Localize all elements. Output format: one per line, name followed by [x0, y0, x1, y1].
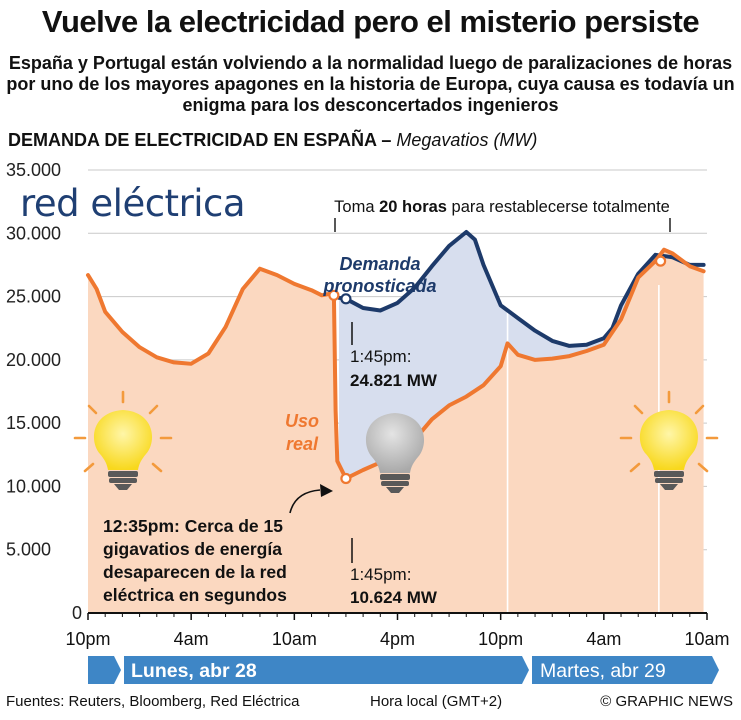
restored-marker [654, 255, 667, 267]
tuesday-label: Martes, abr 29 [540, 660, 666, 682]
drop-note: 12:35pm: Cerca de 15 gigavatios de energ… [103, 516, 292, 605]
credit-footer: © GRAPHIC NEWS [600, 693, 733, 710]
drop-note-line-2: gigavatios de energía [103, 539, 282, 559]
forecast-label-1: Demanda [339, 254, 420, 274]
x-tick-label: 10pm [478, 629, 523, 649]
y-tick-label: 30.000 [6, 223, 61, 243]
x-tick-label: 4am [586, 629, 621, 649]
upper-time-label: 1:45pm: [350, 347, 411, 366]
actual-145pm-marker [340, 472, 352, 485]
lower-time-label: 1:45pm: [350, 565, 411, 584]
y-tick-label: 5.000 [6, 540, 51, 560]
y-tick-label: 35.000 [6, 160, 61, 180]
chart-subtitle: España y Portugal están volviendo a la n… [6, 53, 735, 115]
y-tick-label: 15.000 [6, 413, 61, 433]
heading-unit: Megavatios (MW) [396, 130, 538, 150]
drop-note-arrow [289, 489, 321, 514]
day-bar-start-arrow [88, 656, 121, 684]
y-tick-label: 25.000 [6, 287, 61, 307]
x-tick-label: 10pm [65, 629, 110, 649]
bracket-label-bg [308, 194, 696, 218]
drop-note-line-1: 12:35pm: Cerca de 15 [103, 516, 283, 536]
day-bar: Lunes, abr 28 Martes, abr 29 [88, 656, 719, 684]
x-axis: 10pm 4am 10am 4pm 10pm 4am 10am [65, 612, 730, 649]
red-electrica-logo: red eléctrica [20, 182, 245, 225]
actual-label-1: Uso [285, 411, 319, 431]
actual-usage-area [88, 249, 704, 613]
bracket-label-pre: Toma [334, 198, 379, 216]
forecast-demand-line [337, 230, 706, 348]
chart-heading: DEMANDA DE ELECTRICIDAD EN ESPAÑA – Mega… [8, 130, 537, 151]
x-tick-label: 4pm [380, 629, 415, 649]
actual-label-2: real [286, 434, 319, 454]
x-tick-label: 10am [684, 629, 729, 649]
heading-main: DEMANDA DE ELECTRICIDAD EN ESPAÑA – [8, 130, 392, 150]
outage-start-marker [328, 289, 340, 301]
day-bar-tuesday [532, 656, 719, 684]
y-tick-label: 10.000 [6, 476, 61, 496]
chart-title: Vuelve la electricidad pero el misterio … [41, 4, 700, 39]
y-tick-label: 0 [72, 603, 82, 623]
upper-value-label: 24.821 MW [350, 371, 438, 390]
drop-note-line-3: desaparecen de la red [103, 562, 287, 582]
y-axis-labels: 0 5.000 10.000 15.000 20.000 25.000 30.000 35.0… [6, 160, 82, 623]
x-tick-label: 10am [272, 629, 317, 649]
bracket-label: Toma 20 horas para restablecerse totalme… [334, 198, 670, 216]
bracket-label-hours: 20 horas [379, 198, 447, 216]
drop-note-arrowhead [320, 484, 333, 497]
monday-label: Lunes, abr 28 [131, 660, 257, 682]
x-tick-label: 4am [174, 629, 209, 649]
sources-footer: Fuentes: Reuters, Bloomberg, Red Eléctri… [6, 693, 300, 710]
forecast-label-2: pronosticada [322, 276, 436, 296]
lightbulb-off-icon [365, 413, 425, 493]
timezone-footer: Hora local (GMT+2) [370, 693, 503, 710]
lower-value-label: 10.624 MW [350, 588, 438, 607]
drop-note-line-4: eléctrica en segundos [103, 585, 287, 605]
y-tick-label: 20.000 [6, 350, 61, 370]
lightbulb-on-left-icon [73, 390, 173, 490]
forecast-145pm-marker [340, 293, 352, 305]
data-markers [328, 255, 667, 485]
forecast-gap-area [339, 232, 661, 479]
lightbulb-on-right-icon [619, 390, 719, 490]
bracket-label-post: para restablecerse totalmente [447, 198, 670, 216]
day-bar-monday [124, 656, 529, 684]
actual-usage-line [86, 247, 706, 481]
